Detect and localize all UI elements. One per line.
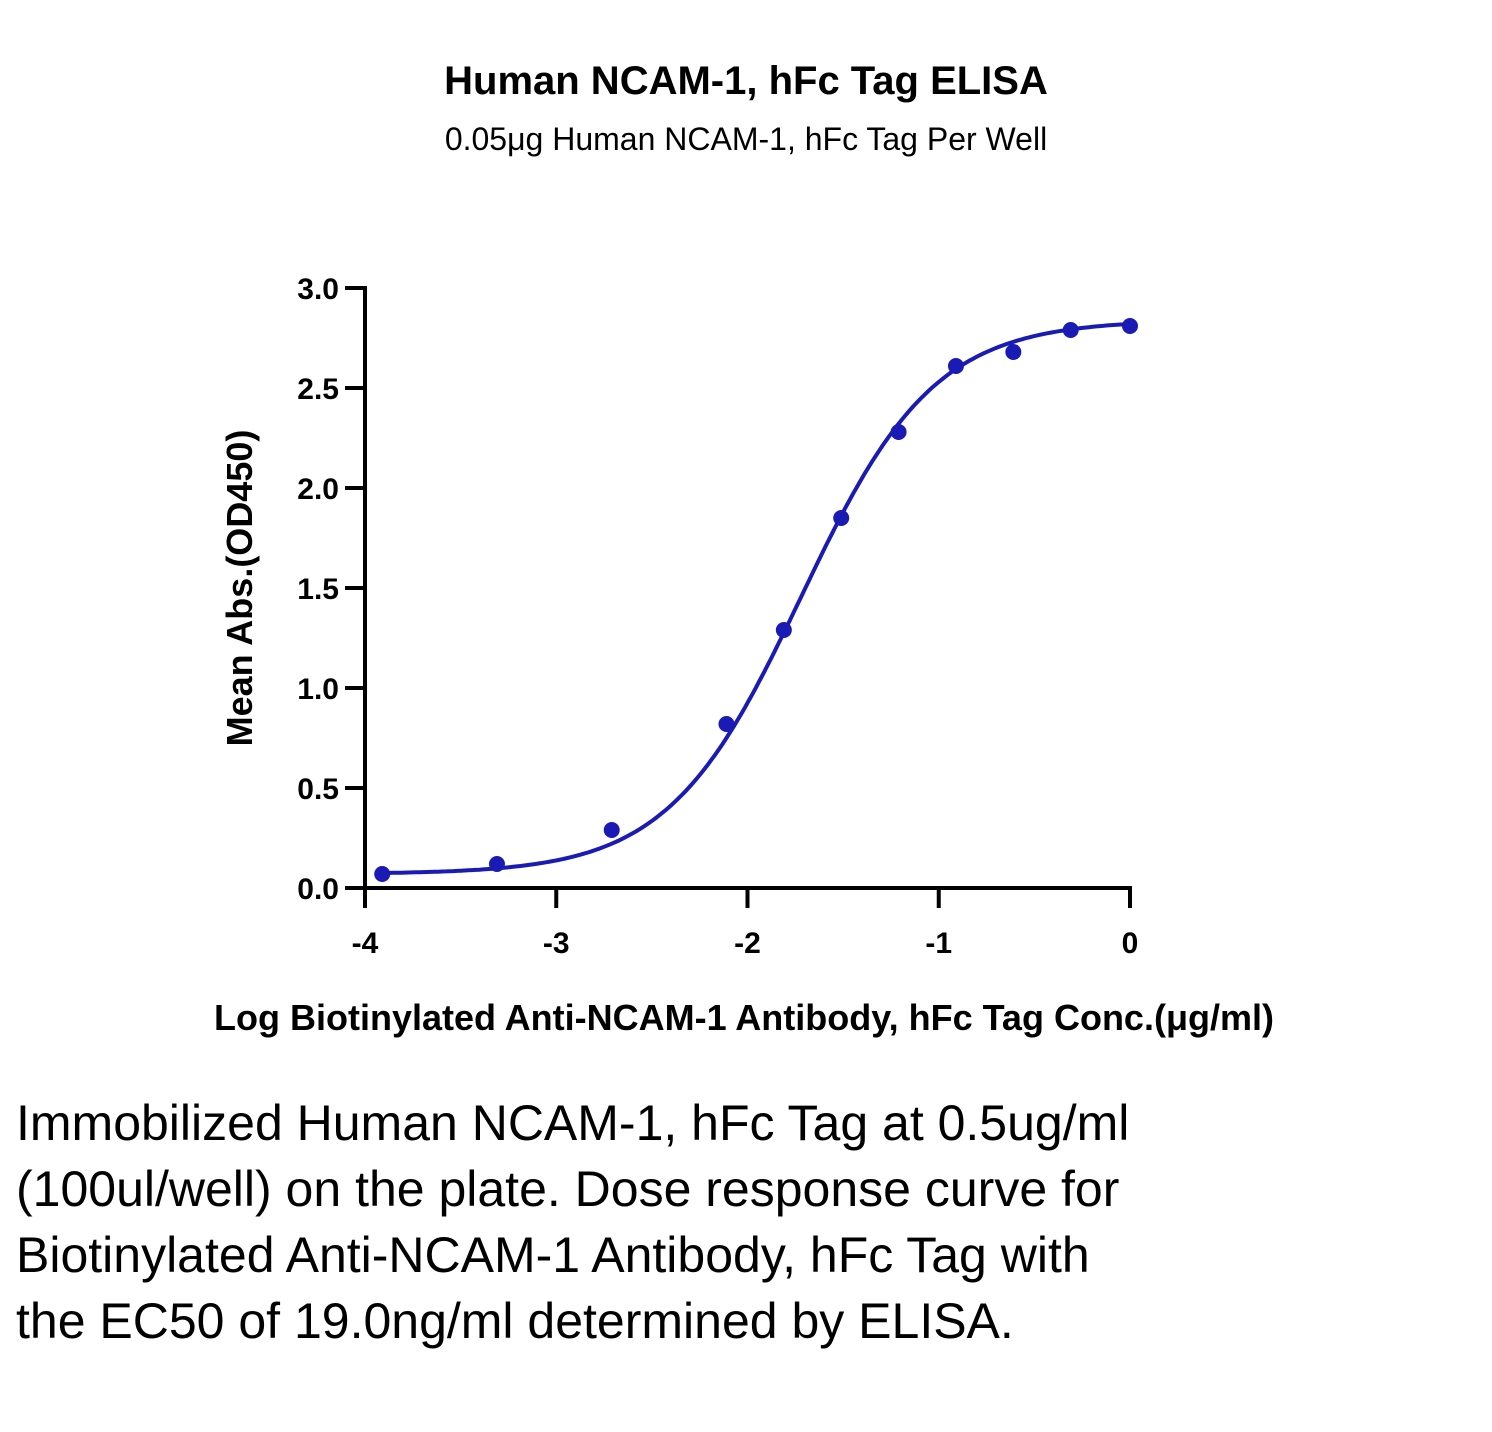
data-points — [374, 318, 1138, 882]
y-tick-label: 1.0 — [297, 673, 339, 706]
y-axis-label: Mean Abs.(OD450) — [219, 430, 260, 747]
data-point — [374, 866, 391, 882]
x-tick-label: -4 — [352, 927, 379, 960]
data-point — [718, 716, 735, 732]
chart-title: Human NCAM-1, hFc Tag ELISA — [444, 59, 1048, 103]
data-point — [947, 358, 964, 374]
x-tick-label: 0 — [1122, 927, 1139, 960]
y-tick-label: 2.5 — [297, 373, 339, 406]
axes: 0.0 0.5 1.0 1.5 2.0 2.5 3.0 -4 -3 -2 -1 0 — [297, 273, 1138, 960]
data-point — [1005, 344, 1022, 360]
data-point — [488, 856, 505, 872]
data-point — [833, 510, 850, 526]
y-tick-label: 2.0 — [297, 473, 339, 506]
fit-curve-layer — [382, 321, 1131, 875]
data-point — [1062, 322, 1079, 338]
data-point — [1122, 318, 1138, 334]
fit-curve — [382, 321, 1131, 875]
y-tick-label: 3.0 — [297, 273, 339, 306]
data-point — [775, 622, 792, 638]
data-point — [603, 822, 620, 838]
data-point — [890, 424, 907, 440]
x-tick-label: -3 — [543, 927, 570, 960]
y-tick-label: 0.0 — [297, 873, 339, 906]
x-axis-label: Log Biotinylated Anti-NCAM-1 Antibody, h… — [214, 997, 1274, 1038]
figure-caption: Immobilized Human NCAM-1, hFc Tag at 0.5… — [16, 1095, 1130, 1349]
x-tick-label: -1 — [925, 927, 952, 960]
chart-subtitle: 0.05μg Human NCAM-1, hFc Tag Per Well — [445, 121, 1047, 157]
elisa-chart: Human NCAM-1, hFc Tag ELISA 0.05μg Human… — [214, 59, 1274, 1038]
y-tick-label: 0.5 — [297, 773, 339, 806]
y-tick-label: 1.5 — [297, 573, 339, 606]
x-tick-label: -2 — [734, 927, 761, 960]
